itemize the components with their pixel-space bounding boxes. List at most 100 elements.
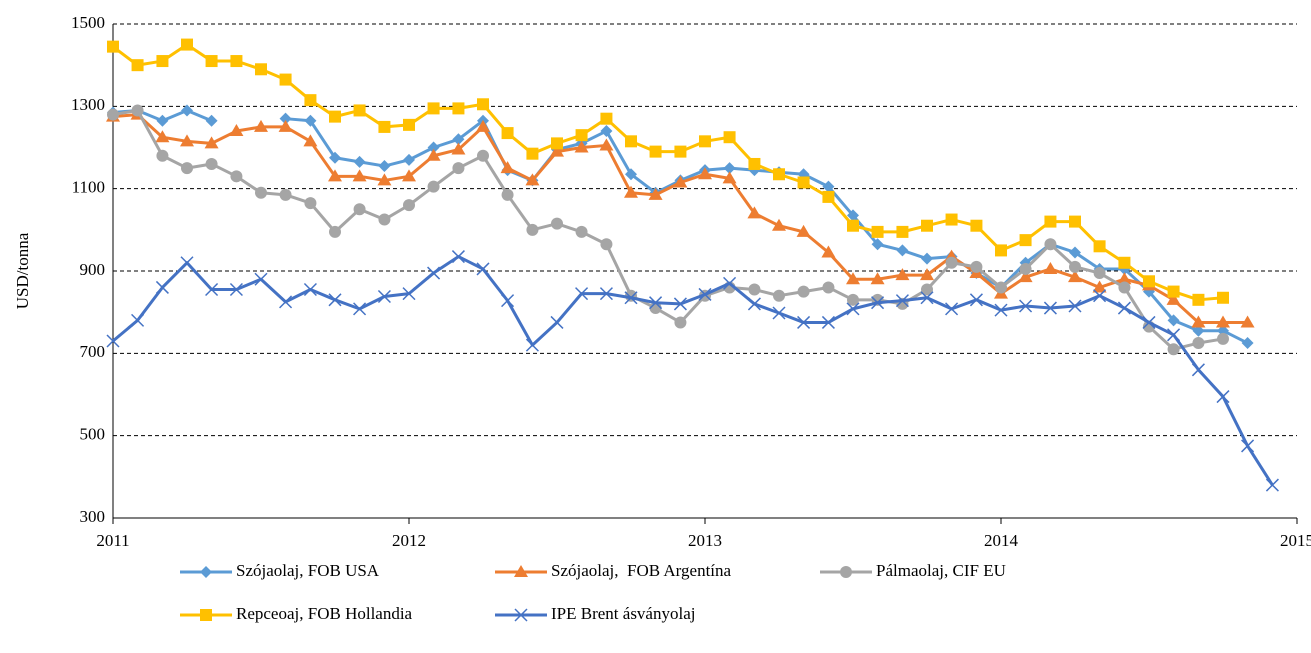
marker — [402, 287, 416, 301]
marker — [476, 119, 490, 132]
marker — [131, 59, 144, 72]
marker — [550, 315, 564, 329]
marker — [156, 114, 169, 127]
marker — [600, 125, 613, 138]
x-tick-label: 2012 — [392, 531, 426, 550]
marker — [920, 291, 934, 305]
marker — [1191, 363, 1205, 377]
marker — [377, 289, 391, 304]
marker — [722, 171, 737, 184]
marker — [847, 219, 859, 232]
marker — [1217, 324, 1229, 337]
marker — [329, 225, 341, 238]
marker — [896, 225, 909, 238]
marker — [1167, 314, 1180, 327]
marker — [278, 119, 293, 132]
marker — [847, 209, 859, 222]
marker — [896, 244, 909, 257]
marker — [181, 162, 193, 175]
marker — [772, 306, 786, 320]
marker — [574, 140, 589, 153]
marker — [1142, 315, 1156, 329]
marker — [452, 102, 465, 115]
y-tick-label: 1500 — [71, 13, 105, 32]
marker — [550, 144, 564, 157]
y-tick-label: 900 — [80, 260, 106, 279]
marker — [723, 131, 736, 144]
marker — [649, 296, 663, 310]
y-tick-label: 1300 — [71, 95, 105, 114]
marker — [353, 104, 366, 117]
marker — [649, 145, 662, 158]
marker — [846, 302, 860, 316]
marker — [1043, 301, 1057, 315]
marker — [452, 162, 465, 175]
legend-entry: IPE Brent ásványolaj — [495, 604, 695, 623]
marker — [131, 313, 145, 327]
y-tick-label: 500 — [80, 425, 106, 444]
marker — [822, 180, 835, 193]
marker — [1019, 299, 1033, 313]
marker — [970, 260, 983, 273]
marker — [748, 283, 761, 296]
marker — [772, 218, 786, 231]
legend-entry: Szójaolaj, FOB USA — [180, 561, 380, 580]
marker — [180, 256, 194, 270]
marker — [476, 262, 490, 276]
marker — [1117, 272, 1132, 285]
marker — [970, 219, 983, 232]
marker — [895, 268, 910, 281]
series-line — [112, 108, 1224, 351]
marker — [1093, 267, 1106, 280]
marker — [673, 175, 688, 188]
marker — [403, 153, 415, 166]
marker — [200, 609, 212, 621]
marker — [575, 129, 588, 142]
marker — [1241, 337, 1254, 350]
marker — [1069, 215, 1081, 228]
marker — [1044, 215, 1057, 228]
marker — [156, 149, 169, 162]
marker — [279, 295, 293, 309]
legend-label: Repceoaj, FOB Hollandia — [236, 604, 413, 623]
marker — [180, 134, 194, 147]
marker — [797, 285, 810, 298]
marker — [378, 120, 391, 133]
marker — [600, 238, 613, 251]
marker — [699, 135, 711, 148]
marker — [599, 287, 613, 301]
marker — [181, 38, 193, 51]
marker — [304, 197, 317, 210]
marker — [378, 160, 391, 173]
marker — [840, 566, 852, 578]
marker — [279, 188, 292, 201]
marker — [255, 186, 267, 199]
marker — [1068, 299, 1082, 313]
marker — [1018, 270, 1033, 283]
y-axis-label: USD/tonna — [13, 232, 32, 309]
marker — [525, 173, 540, 186]
marker — [303, 282, 317, 297]
marker — [329, 110, 341, 123]
marker — [822, 281, 835, 294]
marker — [1192, 324, 1205, 337]
marker — [1265, 478, 1279, 492]
marker — [254, 272, 268, 286]
marker — [1044, 238, 1057, 251]
series-line — [112, 43, 1224, 302]
marker — [723, 276, 737, 290]
marker — [551, 217, 563, 230]
marker — [921, 219, 933, 232]
marker — [674, 145, 687, 158]
marker — [526, 147, 539, 160]
marker — [1217, 291, 1229, 304]
marker — [994, 303, 1008, 317]
marker — [625, 135, 637, 148]
marker — [525, 338, 539, 352]
marker — [1093, 240, 1106, 253]
marker — [156, 55, 169, 68]
marker — [673, 297, 687, 311]
marker — [698, 287, 712, 301]
y-tick-label: 300 — [80, 507, 106, 526]
marker — [821, 245, 836, 258]
